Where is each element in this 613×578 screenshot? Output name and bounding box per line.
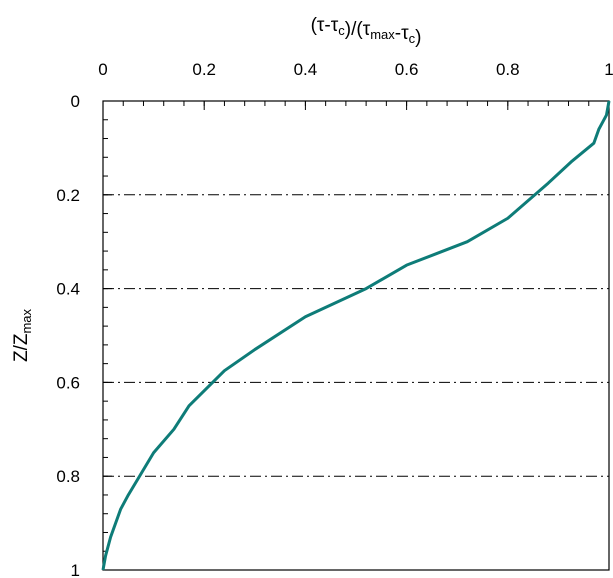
y-tick-label: 0.8	[56, 467, 80, 486]
y-axis-title: Z/Zmax	[11, 308, 34, 362]
y-tick-label: 0.6	[56, 373, 80, 392]
x-tick-label: 0.4	[294, 60, 318, 79]
x-tick-label: 0.6	[395, 60, 419, 79]
x-tick-label: 0.2	[192, 60, 216, 79]
series-line	[101, 100, 611, 571]
plot-frame	[102, 100, 610, 571]
x-tick-label: 0	[98, 60, 107, 79]
y-tick-label: 0.4	[56, 280, 80, 299]
x-tick-label: 0.8	[496, 60, 520, 79]
y-tick-label: 0.2	[56, 186, 80, 205]
x-axis-title: (τ-τc)/(τmax-τc)	[311, 15, 422, 48]
y-tick-label: 1	[71, 561, 80, 578]
y-tick-label: 0	[71, 92, 80, 111]
x-axis: 0 0.2 0.4 0.6 0.8 1	[98, 60, 613, 110]
gridlines	[103, 194, 609, 477]
y-axis: 0 0.2 0.4 0.6 0.8 1	[56, 92, 112, 578]
x-tick-label: 1	[604, 60, 613, 79]
series-group	[101, 100, 611, 571]
